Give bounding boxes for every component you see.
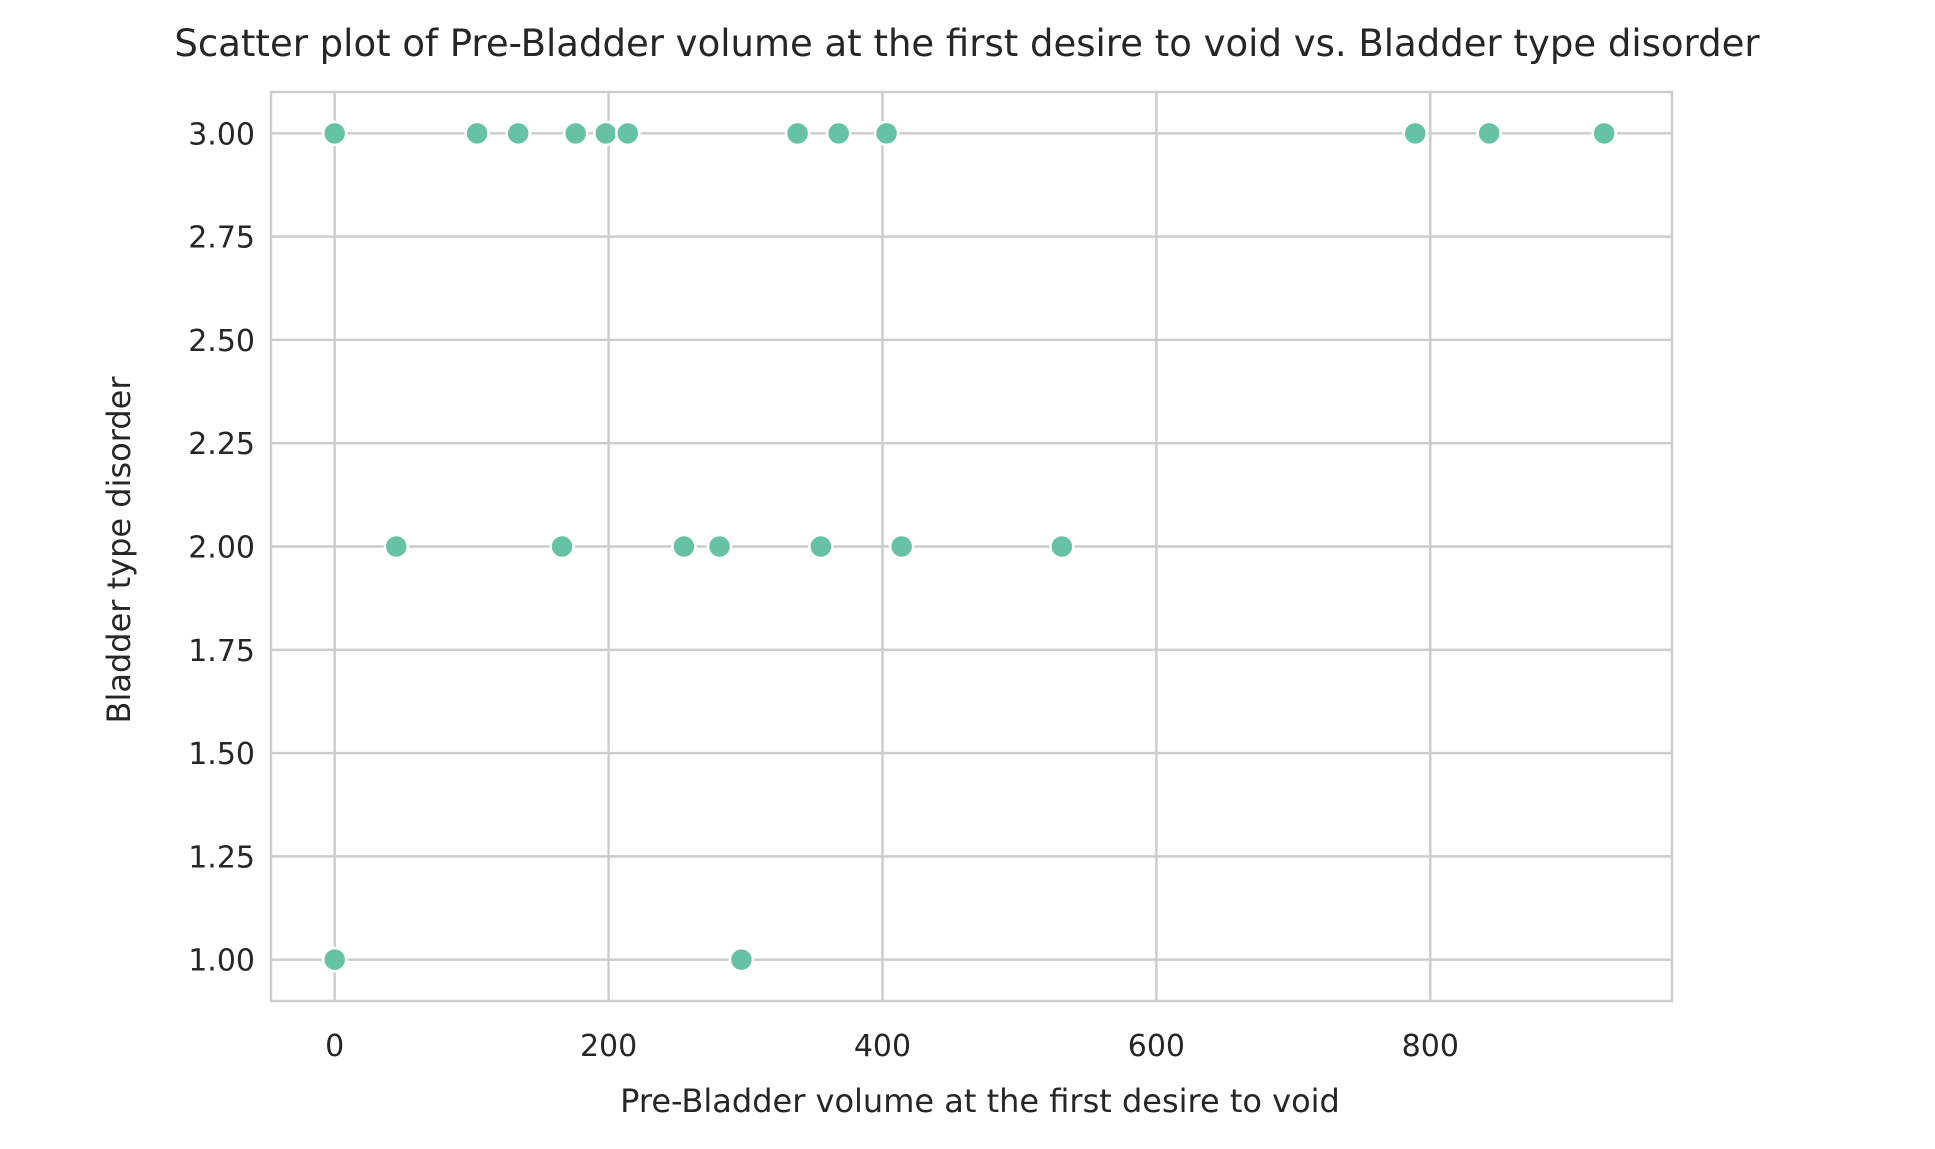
scatter-point [321, 120, 348, 147]
y-tick-label: 3.00 [188, 117, 255, 152]
y-tick-label: 2.75 [188, 221, 255, 256]
scatter-point [1476, 120, 1502, 147]
scatter-point [706, 533, 733, 560]
y-tick-label: 1.00 [188, 944, 255, 979]
scatter-point [321, 946, 348, 973]
scatter-point [1049, 533, 1075, 560]
scatter-point [1402, 120, 1428, 147]
x-tick-label: 400 [854, 1029, 911, 1064]
scatter-point [593, 120, 619, 147]
grid-lines [271, 92, 1672, 1001]
plot-frame [269, 90, 1674, 1003]
scatter-point [383, 533, 410, 560]
scatter-point [784, 120, 811, 147]
y-tick-label: 2.50 [188, 324, 255, 359]
y-tick-label: 2.25 [188, 427, 255, 462]
x-tick-label: 0 [325, 1029, 344, 1064]
scatter-point [505, 120, 531, 147]
y-tick-label: 1.25 [188, 840, 255, 875]
scatter-point [464, 120, 490, 147]
scatter-point [888, 533, 915, 560]
scatter-point [728, 946, 755, 973]
y-tick-label: 1.50 [188, 737, 255, 772]
scatter-point [615, 120, 641, 147]
x-axis-label: Pre-Bladder volume at the first desire t… [620, 1082, 1340, 1120]
data-points [321, 120, 1617, 973]
scatter-point [1591, 120, 1617, 147]
scatter-point [562, 120, 589, 147]
y-axis-label: Bladder type disorder [100, 376, 138, 724]
scatter-point [671, 533, 697, 560]
x-tick-label: 800 [1402, 1029, 1459, 1064]
tick-labels: 0 200 400 600 800 1.00 1.25 1.50 1.75 2.00 2.25 2.5… [188, 117, 1459, 1064]
x-tick-label: 600 [1128, 1029, 1185, 1064]
scatter-point [549, 533, 575, 560]
x-tick-label: 200 [580, 1029, 637, 1064]
scatter-point [808, 533, 834, 560]
chart-title: Scatter plot of Pre-Bladder volume at th… [174, 22, 1760, 65]
y-tick-label: 2.00 [188, 531, 255, 566]
scatter-point [873, 120, 900, 147]
scatter-point [825, 120, 852, 147]
y-tick-label: 1.75 [188, 634, 255, 669]
